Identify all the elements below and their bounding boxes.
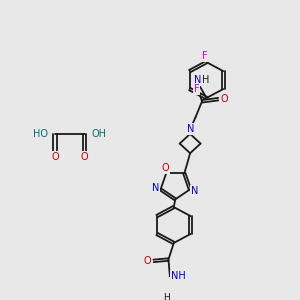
Text: HO: HO xyxy=(32,129,47,139)
Text: OH: OH xyxy=(92,129,107,139)
Text: O: O xyxy=(81,152,88,162)
Text: F: F xyxy=(202,51,208,61)
Text: NH: NH xyxy=(172,271,186,281)
Text: N: N xyxy=(191,186,198,196)
Text: O: O xyxy=(161,164,169,173)
Text: H: H xyxy=(202,75,209,85)
Text: H: H xyxy=(164,293,170,300)
Text: N: N xyxy=(187,124,194,134)
Text: O: O xyxy=(51,152,59,162)
Text: N: N xyxy=(152,183,159,193)
Text: O: O xyxy=(143,256,151,266)
Text: O: O xyxy=(220,94,228,104)
Text: N: N xyxy=(194,75,202,85)
Text: F: F xyxy=(194,84,200,94)
